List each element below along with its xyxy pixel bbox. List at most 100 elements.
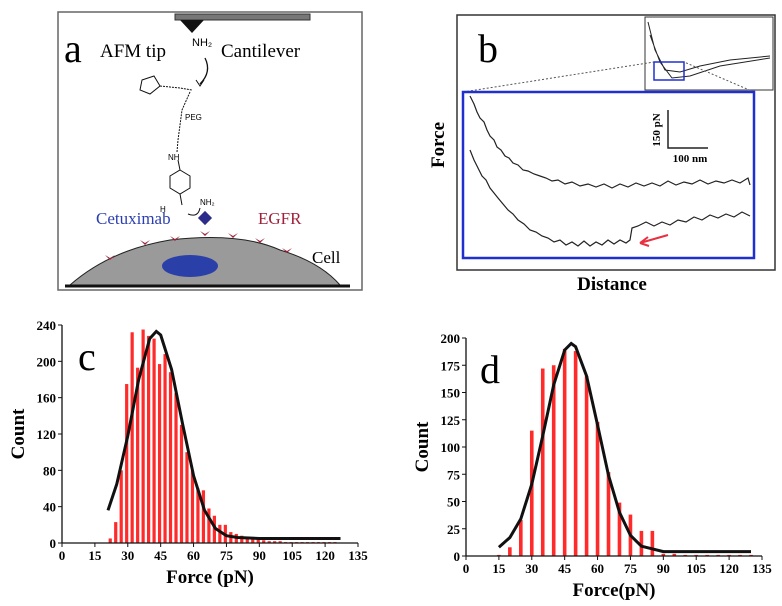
x-tick-label: 120 [719,561,739,576]
bar [201,490,206,543]
fit-curve [106,329,341,540]
bar [519,520,523,556]
force-scale: 150 pN [651,113,663,146]
panel-letter: d [480,347,500,392]
peg-chain [159,85,193,153]
y-tick-label: 40 [43,500,56,515]
bar [529,430,534,556]
bar [672,553,677,556]
cetuximab [197,210,213,226]
bar [207,508,211,543]
x-tick-label: 135 [348,548,368,563]
bar [147,335,151,543]
bar [152,338,156,543]
bar [163,354,167,543]
receptor-label: EGFR [258,209,302,228]
bar [136,367,140,543]
inset-curve [647,21,771,79]
y-tick-label: 0 [454,549,461,564]
bar [245,536,249,543]
retract-curve [469,149,751,247]
amide-label: NH [168,153,180,162]
x-tick-label: 15 [88,548,102,563]
bar [661,553,666,556]
bar [595,421,600,556]
y-tick-label: 200 [37,354,57,369]
bar [639,530,644,556]
x-tick-label: 60 [187,548,200,563]
x-tick-label: 0 [59,548,66,563]
bar [256,539,260,543]
zoom-guide [683,61,755,93]
panel-b: b Force Distance 150 pN 100 nm [428,14,776,295]
bar [130,332,134,543]
bar [251,538,255,543]
y-tick-label: 75 [447,467,461,482]
y-tick-label: 25 [447,522,461,537]
y-axis-label: Count [8,408,29,459]
approach-curve [469,95,751,189]
y-tick-label: 0 [50,536,57,551]
cell-label: Cell [312,248,341,267]
zoom-box [653,61,685,81]
arrow-head [195,79,205,87]
bar [218,524,222,543]
bar [262,540,266,543]
x-tick-label: 105 [282,548,302,563]
y-tick-label: 120 [37,427,57,442]
bar [174,393,178,543]
nhs-ring [139,75,161,95]
x-axis-label: Force (pN) [166,567,254,588]
aldehyde-label: H [160,205,166,214]
antibody-label: Cetuximab [96,209,171,228]
amine-label: NH₂ [192,37,212,49]
bar [650,530,655,556]
x-tick-label: 105 [686,561,706,576]
histograms: 0 15 30 45 60 75 90 105 120 135 0 40 80 120 160 200 240 c… [8,318,772,601]
panel-a: a AFM tip Cantilever NH₂ PEG NH H NH₂ Ce… [57,11,363,291]
y-axis-label: Force [428,122,449,168]
bar [551,365,556,556]
x-tick-label: 15 [492,561,506,576]
y-tick-label: 50 [447,495,460,510]
x-tick-label: 45 [558,561,572,576]
bar [267,541,271,543]
bar [119,470,123,543]
x-axis-label: Distance [577,274,647,295]
bar [190,470,195,543]
y-tick-label: 200 [441,331,461,346]
bar [168,372,173,543]
cantilever-beam [174,13,311,21]
y-tick-label: 240 [37,318,57,333]
cantilever-label: Cantilever [221,41,301,62]
inset [644,16,774,91]
x-tick-label: 45 [154,548,168,563]
y-tick-label: 80 [43,463,56,478]
panel-letter: b [478,26,498,71]
x-tick-label: 30 [121,548,134,563]
y-axis-label: Count [412,421,433,472]
bar [278,541,282,543]
x-tick-label: 120 [315,548,335,563]
bar [562,348,567,556]
bar [108,538,112,543]
y-tick-label: 100 [441,440,461,455]
bar [240,535,244,543]
x-tick-label: 30 [525,561,538,576]
bond [177,159,183,206]
bar [114,522,118,543]
bar [606,472,611,556]
ligand-amine-label: NH₂ [200,198,215,207]
zoom-guide [462,61,655,93]
x-tick-label: 75 [624,561,638,576]
fit-curve [497,341,751,554]
rupture-arrow [639,234,669,247]
scale-bar [667,110,708,149]
bar [573,351,578,556]
x-tick-label: 90 [657,561,670,576]
bar [141,329,145,543]
x-tick-label: 90 [253,548,266,563]
x-tick-label: 60 [591,561,604,576]
arrow [187,207,201,216]
